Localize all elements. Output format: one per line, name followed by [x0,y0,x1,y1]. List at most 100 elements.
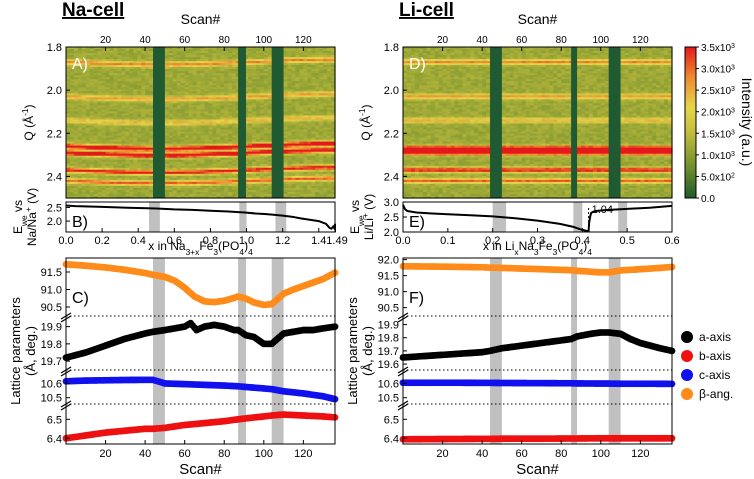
heatmap-cell [204,81,210,84]
heatmap-cell [192,155,198,159]
heatmap-cell [295,75,300,78]
heatmap-cell [81,129,87,133]
heatmap-cell [97,157,103,161]
heatmap-cell [192,87,198,90]
heatmap-cell [129,129,134,133]
heatmap-cell [105,91,111,94]
heatmap-cell [212,83,217,86]
heatmap-cell [204,185,210,189]
heatmap-cell [283,139,289,143]
heatmap-cell [216,169,221,173]
heatmap-cell [164,69,170,72]
heatmap-cell [113,145,119,149]
heatmap-cell [97,189,103,193]
heatmap-cell [192,99,198,102]
heatmap-cell [208,131,213,135]
heatmap-cell [113,113,119,117]
heatmap-cell [295,101,300,104]
heatmap-cell [315,181,320,185]
heatmap-cell [216,159,221,163]
heatmap-cell [192,97,198,100]
heatmap-cell [141,181,146,185]
heatmap-cell [129,47,134,50]
heatmap-cell [323,149,328,153]
heatmap-cell [137,165,142,169]
heatmap-cell [69,183,75,187]
heatmap-cell [255,141,261,145]
heatmap-cell [73,191,79,195]
heatmap-cell [200,97,206,100]
heatmap-cell [224,99,229,102]
heatmap-cell [327,107,332,111]
heatmap-cell [137,117,142,121]
heatmap-cell [244,93,249,96]
heatmap-cell [66,177,71,181]
heatmap-cell [319,127,324,131]
heatmap-cell [311,181,316,185]
heatmap-cell [145,81,150,84]
heatmap-cell [232,125,237,129]
heatmap-cell [117,181,122,185]
heatmap-cell [196,77,202,80]
heatmap-cell [145,193,150,197]
heatmap-cell [204,97,210,100]
heatmap-cell [66,173,71,177]
heatmap-cell [220,189,225,193]
heatmap-cell [113,183,119,187]
heatmap-cell [216,119,221,123]
heatmap-cell [180,115,186,119]
heatmap-cell [93,173,99,177]
heatmap-cell [311,185,316,189]
heatmap-cell [251,167,257,171]
heatmap-cell [192,89,198,92]
heatmap-cell [247,149,253,153]
heatmap-cell [283,187,289,191]
heatmap-cell [129,187,134,191]
heatmap-cell [327,103,332,106]
heatmap-cell [133,153,138,157]
heatmap-cell [247,141,253,145]
heatmap-cell [176,61,182,64]
heatmap-cell [323,153,328,157]
heatmap-cell [331,159,336,163]
heatmap-cell [93,101,99,104]
heatmap-cell [323,147,328,151]
heatmap-cell [204,137,210,141]
heatmap-cell [69,143,75,147]
heatmap-cell [73,97,79,100]
heatmap-cell [255,71,261,74]
heatmap-cell [216,49,221,52]
heatmap-cell [77,111,83,115]
heatmap-cell [141,89,146,92]
heatmap-cell [287,143,293,147]
heatmap-cell [283,111,289,115]
heatmap-cell [327,89,332,92]
heatmap-cell [319,109,324,113]
heatmap-cell [184,131,190,135]
heatmap-cell [85,105,91,108]
heatmap-cell [97,117,103,121]
heatmap-cell [208,89,213,92]
heatmap-cell [149,49,154,52]
heatmap-cell [220,139,225,143]
heatmap-cell [295,103,300,106]
heatmap-cell [121,141,126,145]
heatmap-cell [216,117,221,121]
heatmap-cell [303,173,308,177]
heatmap-cell [89,59,95,62]
heatmap-cell [232,157,237,161]
heatmap-cell [184,107,190,111]
heatmap-cell [247,145,253,149]
heatmap-cell [93,79,99,82]
heatmap-cell [89,51,95,54]
heatmap-cell [77,193,83,197]
heatmap-cell [125,169,130,173]
heatmap-cell [184,159,190,163]
heatmap-cell [307,167,312,171]
heatmap-cell [113,179,119,183]
heatmap-cell [331,131,336,135]
heatmap-cell [220,185,225,189]
heatmap-cell [141,149,146,153]
heatmap-cell [319,53,324,56]
heatmap-cell [133,145,138,149]
